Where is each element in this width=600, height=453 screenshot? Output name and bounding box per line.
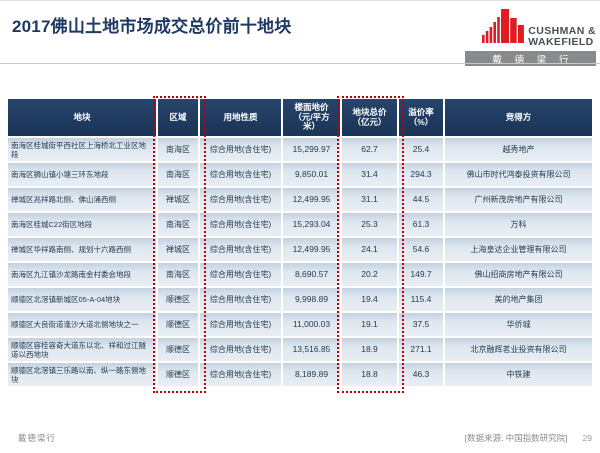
column-header: 用地性质 [200,99,281,136]
table-cell: 115.4 [399,288,443,311]
page-number: 29 [582,433,592,443]
table-cell: 综合用地(含住宅) [200,288,281,311]
table-cell: 综合用地(含住宅) [200,363,281,386]
table-cell: 北京融辉茗业投资有限公司 [445,338,592,361]
table-cell: 15,299.97 [283,138,340,161]
table-cell: 佛山招商房地产有限公司 [445,263,592,286]
table-cell: 南海区桂城街平西社区上海桥北工业区地段 [8,138,156,161]
table-cell: 越秀地产 [445,138,592,161]
header-divider-line [0,63,600,64]
footer-right: [数据来源: 中国指数研究院] 29 [465,432,592,444]
table-cell: 顺德区北滘镇新城区05-A-04地块 [8,288,156,311]
page-title: 2017佛山土地市场成交总价前十地块 [12,17,292,36]
table-cell: 顺德区大良街道逢沙大道北侧地块之一 [8,313,156,336]
table-cell: 综合用地(含住宅) [200,138,281,161]
table-cell: 中铁建 [445,363,592,386]
table-cell: 44.5 [399,188,443,211]
table-cell: 顺德区 [158,363,198,386]
table-cell: 综合用地(含住宅) [200,213,281,236]
data-source-note: [数据来源: 中国指数研究院] [464,433,568,443]
top10-table: 地块 区域 用地性质 楼面地价 （元/平方 米） 地块总价 （亿元） 溢价率 （%） 竞得方… [8,99,592,386]
table-cell: 南海区桂城C22街区地段 [8,213,156,236]
table-cell: 南海区 [158,213,198,236]
table-cell: 12,499.95 [283,238,340,261]
table-cell: 南海区九江镇沙龙路南金村委会地段 [8,263,156,286]
table-cell: 综合用地(含住宅) [200,338,281,361]
table-cell: 9,998.89 [283,288,340,311]
column-header: 区域 [158,99,198,136]
table-cell: 美的地产集团 [445,288,592,311]
table-cell: 综合用地(含住宅) [200,313,281,336]
table-cell: 南海区 [158,163,198,186]
table-cell: 华侨城 [445,313,592,336]
table-cell: 南海区 [158,263,198,286]
table-cell: 顺德区 [158,313,198,336]
table-cell: 顺德区 [158,338,198,361]
logo-chinese-name: 戴 德 梁 行 [465,51,596,66]
table-cell: 62.7 [342,138,397,161]
cushman-wakefield-bars-icon [482,9,525,48]
table-cell: 8,690.57 [283,263,340,286]
table-cell: 19.1 [342,313,397,336]
table-cell: 广州新茂房地产有限公司 [445,188,592,211]
table-cell: 9,850.01 [283,163,340,186]
table-cell: 顺德区北滘镇三乐路以南、纵一路东侧地块 [8,363,156,386]
table-cell: 综合用地(含住宅) [200,188,281,211]
table-cell: 上海皇达企业管理有限公司 [445,238,592,261]
table-cell: 271.1 [399,338,443,361]
table-cell: 13,516.85 [283,338,340,361]
table-cell: 禅城区华祥路南侧、规划十六路西侧 [8,238,156,261]
table-cell: 万科 [445,213,592,236]
table-cell: 46.3 [399,363,443,386]
column-header: 溢价率 （%） [399,99,443,136]
logo-wordmark: CUSHMAN & WAKEFIELD [528,25,596,48]
table-cell: 20.2 [342,263,397,286]
table-cell: 12,499.95 [283,188,340,211]
table-cell: 南海区 [158,138,198,161]
table-cell: 南海区狮山镇小塘三环东地段 [8,163,156,186]
table-cell: 37.5 [399,313,443,336]
table-cell: 25.3 [342,213,397,236]
table-cell: 31.4 [342,163,397,186]
table-cell: 11,000.03 [283,313,340,336]
table-cell: 61.3 [399,213,443,236]
column-header: 楼面地价 （元/平方 米） [283,99,340,136]
table-cell: 顺德区 [158,288,198,311]
footer-brand: 戴德梁行 [18,433,57,443]
column-header: 竞得方 [445,99,592,136]
table-cell: 54.6 [399,238,443,261]
table-cell: 294.3 [399,163,443,186]
company-logo: CUSHMAN & WAKEFIELD 戴 德 梁 行 [459,9,596,66]
table-cell: 149.7 [399,263,443,286]
table-cell: 18.9 [342,338,397,361]
column-header: 地块 [8,99,156,136]
table-cell: 31.1 [342,188,397,211]
column-header: 地块总价 （亿元） [342,99,397,136]
table-cell: 综合用地(含住宅) [200,238,281,261]
table-cell: 19.4 [342,288,397,311]
table-cell: 综合用地(含住宅) [200,163,281,186]
table-cell: 综合用地(含住宅) [200,263,281,286]
table-cell: 佛山市时代鸿泰投资有限公司 [445,163,592,186]
table-cell: 禅城区 [158,188,198,211]
table-cell: 15,293.04 [283,213,340,236]
table-cell: 8,189.89 [283,363,340,386]
table-cell: 顺德区容桂容奇大道东以北、祥和过江隧道以西地块 [8,338,156,361]
table-cell: 禅城区 [158,238,198,261]
table-cell: 禅城区兆祥路北侧、佛山涌西侧 [8,188,156,211]
table-cell: 25.4 [399,138,443,161]
table-cell: 24.1 [342,238,397,261]
table-cell: 18.8 [342,363,397,386]
